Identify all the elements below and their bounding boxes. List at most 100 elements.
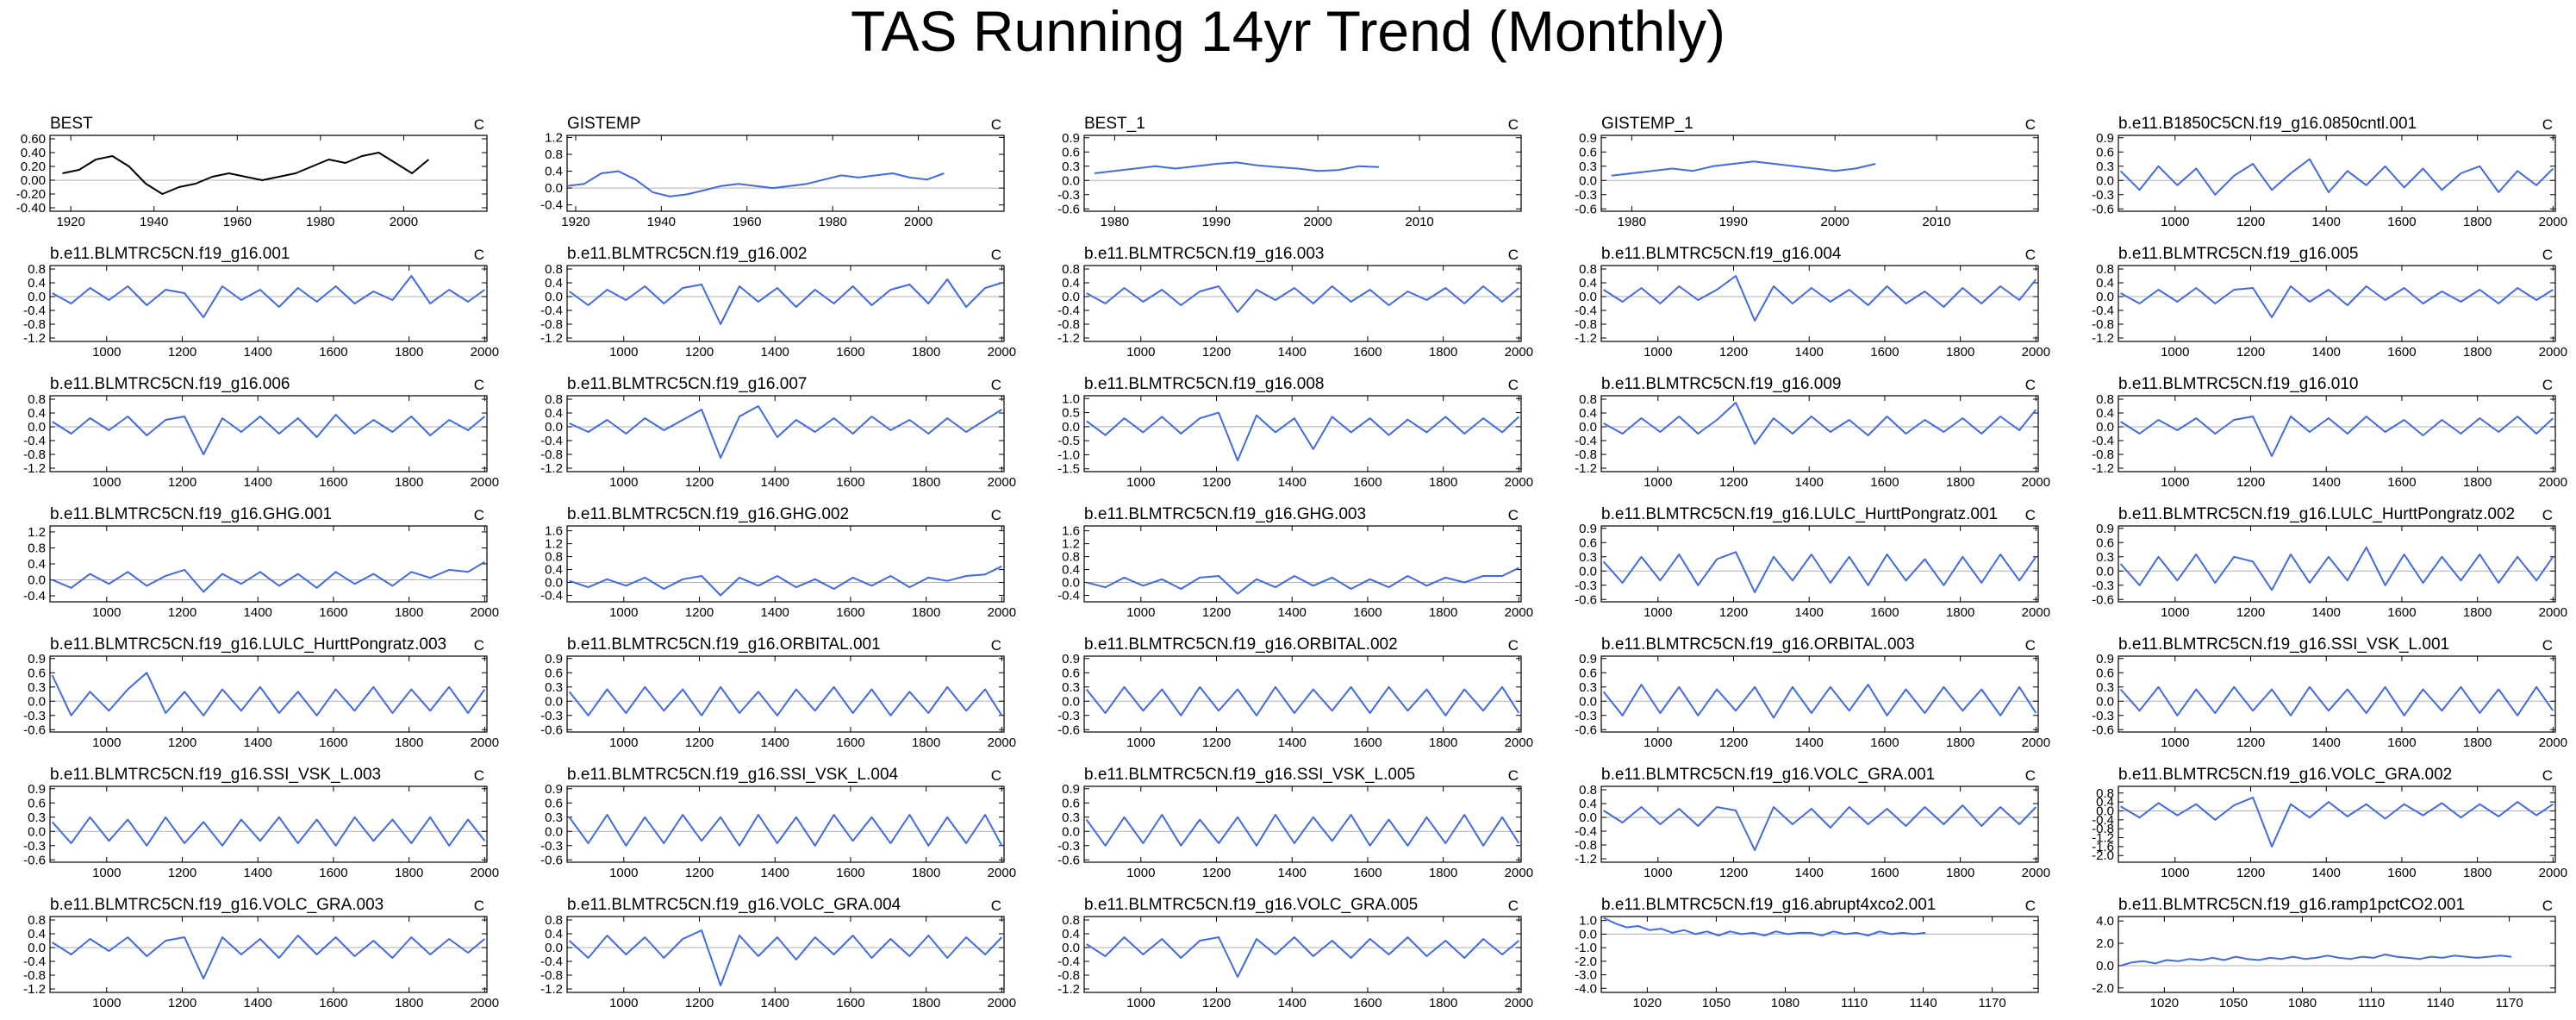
y-tick-label: -0.8	[1057, 968, 1080, 983]
x-tick-label: 1400	[761, 475, 789, 490]
y-tick-label: 0.4	[28, 276, 46, 291]
panel-title: b.e11.BLMTRC5CN.f19_g16.VOLC_GRA.002	[2118, 766, 2452, 784]
y-tick-label: 0.9	[1579, 131, 1597, 146]
y-tick-label: -0.6	[2092, 202, 2114, 216]
x-tick-label: 1400	[244, 345, 272, 360]
chart-panel: b.e11.BLMTRC5CN.f19_g16.ramp1pctCO2.001 C…	[2092, 896, 2556, 1011]
y-tick-label: 0.3	[1062, 680, 1080, 695]
series-line	[1603, 804, 2037, 851]
x-tick-label: 1000	[2161, 215, 2189, 229]
plot-frame	[1083, 525, 1522, 603]
panel-title: b.e11.BLMTRC5CN.f19_g16.GHG.001	[50, 505, 332, 523]
x-tick-label: 1960	[223, 215, 252, 229]
y-tick-label: -0.3	[23, 709, 46, 723]
plot-frame	[2118, 916, 2556, 993]
plot-frame	[2118, 655, 2556, 733]
y-tick-label: 0.4	[1579, 406, 1597, 421]
x-tick-label: 1000	[2161, 866, 2189, 880]
y-tick-label: -0.8	[540, 447, 563, 462]
chart-panel: b.e11.BLMTRC5CN.f19_g16.VOLC_GRA.005 C 100…	[1057, 896, 1533, 1011]
panel-title: b.e11.BLMTRC5CN.f19_g16.VOLC_GRA.003	[50, 896, 384, 914]
series-line	[62, 152, 430, 195]
chart-panel: b.e11.BLMTRC5CN.f19_g16.SSI_VSK_L.005 C 10…	[1057, 766, 1533, 880]
x-tick-label: 1140	[2426, 996, 2454, 1011]
panel-title: b.e11.BLMTRC5CN.f19_g16.008	[1084, 375, 1324, 393]
plot-frame	[1083, 265, 1522, 342]
y-tick-label: 0.6	[545, 796, 563, 810]
y-tick-label: 0.0	[545, 694, 563, 709]
plot-frame	[1600, 265, 2039, 342]
x-tick-label: 1000	[609, 735, 638, 750]
x-tick-label: 2000	[471, 735, 499, 750]
y-tick-label: 0.6	[2096, 666, 2114, 680]
panel-units: C	[2542, 767, 2553, 784]
x-tick-label: 2000	[471, 996, 499, 1011]
y-tick-label: 0.8	[1579, 783, 1597, 798]
x-tick-label: 2000	[1505, 345, 1533, 360]
x-tick-label: 1800	[1429, 866, 1457, 880]
chart-panel: b.e11.BLMTRC5CN.f19_g16.008 C 1000 1200 1400…	[1057, 375, 1533, 490]
x-tick-label: 1000	[92, 996, 121, 1011]
y-tick-label: 0.0	[1062, 173, 1080, 188]
panel-units: C	[1508, 377, 1519, 393]
y-tick-label: 0.4	[545, 406, 563, 421]
x-tick-label: 1800	[2463, 866, 2492, 880]
y-tick-label: 0.0	[1579, 810, 1597, 825]
y-tick-label: -0.6	[540, 723, 563, 737]
chart-panel: b.e11.BLMTRC5CN.f19_g16.ORBITAL.002 C 1000…	[1057, 635, 1533, 750]
y-tick-label: 1.2	[545, 537, 563, 552]
chart-panel: GISTEMP C 1920 1940 1960 1980 2000 -0.4 0.0 0.4 0.…	[540, 115, 1005, 229]
plot-frame	[49, 135, 488, 212]
panel-title: b.e11.BLMTRC5CN.f19_g16.GHG.003	[1084, 505, 1366, 523]
plot-frame	[2118, 265, 2556, 342]
x-tick-label: 2000	[2022, 605, 2050, 620]
y-tick-label: 0.0	[28, 573, 46, 588]
y-tick-label: -0.8	[23, 317, 46, 332]
x-tick-label: 1600	[1353, 866, 1382, 880]
x-tick-label: 1000	[1644, 866, 1672, 880]
x-tick-label: 1200	[168, 996, 196, 1011]
y-tick-label: 1.2	[545, 130, 563, 145]
x-tick-label: 1000	[1126, 866, 1155, 880]
panel-units: C	[2025, 247, 2036, 263]
x-tick-label: 1200	[1202, 605, 1231, 620]
x-tick-label: 1050	[1702, 996, 1731, 1011]
panel-units: C	[2025, 116, 2036, 133]
y-tick-label: -1.2	[23, 982, 46, 997]
x-tick-label: 1400	[1278, 605, 1307, 620]
y-tick-label: -0.4	[23, 434, 46, 448]
x-tick-label: 1940	[647, 215, 676, 229]
plot-frame	[49, 916, 488, 993]
y-tick-label: 0.3	[545, 810, 563, 825]
x-tick-label: 1800	[912, 735, 940, 750]
y-tick-label: -1.6	[2092, 840, 2114, 854]
x-tick-label: 1200	[2236, 475, 2265, 490]
series-line	[1602, 551, 2037, 593]
panel-units: C	[2025, 637, 2036, 654]
plot-frame	[49, 265, 488, 342]
plot-frame	[2118, 395, 2556, 472]
panel-units: C	[2025, 507, 2036, 523]
x-tick-label: 1400	[2312, 215, 2341, 229]
chart-panel: b.e11.BLMTRC5CN.f19_g16.LULC_HurttPongra…	[2092, 505, 2567, 620]
x-tick-label: 1200	[1202, 866, 1231, 880]
panel-units: C	[474, 247, 484, 263]
x-tick-label: 1200	[168, 735, 196, 750]
x-tick-label: 2000	[1505, 475, 1533, 490]
panel-title: b.e11.BLMTRC5CN.f19_g16.007	[567, 375, 807, 393]
y-tick-label: 0.0	[2096, 564, 2114, 579]
x-tick-label: 2000	[988, 996, 1016, 1011]
x-tick-label: 2000	[2022, 866, 2050, 880]
y-tick-label: 0.0	[2096, 804, 2114, 818]
y-tick-label: 0.4	[2096, 406, 2114, 421]
x-tick-label: 1800	[2463, 605, 2492, 620]
x-tick-label: 1600	[2387, 215, 2416, 229]
x-tick-label: 1600	[319, 866, 347, 880]
x-tick-label: 1200	[168, 475, 196, 490]
x-tick-label: 1400	[244, 605, 272, 620]
x-tick-label: 1600	[2387, 605, 2416, 620]
y-tick-label: 0.0	[1062, 941, 1080, 955]
x-tick-label: 1800	[395, 605, 423, 620]
series-line	[569, 565, 1002, 597]
